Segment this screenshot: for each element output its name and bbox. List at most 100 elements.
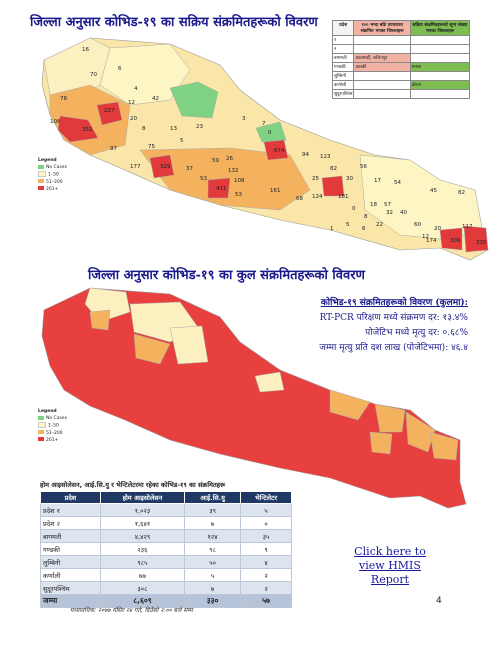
district-case-label: 329 (160, 164, 171, 170)
district-case-label: 177 (130, 164, 141, 170)
district-case-label: 16 (82, 47, 89, 53)
district-case-label: 18 (370, 202, 377, 208)
district-case-label: 13 (170, 126, 177, 132)
zero-cell (409, 44, 471, 54)
district-case-label: 78 (60, 96, 67, 102)
district-case-label: 54 (394, 180, 401, 186)
district-orange-2 (89, 309, 111, 331)
col-home-isolation: होम आइसोलेसन (99, 491, 186, 504)
over100-cell (353, 44, 411, 54)
total-row: जम्मा ८,६०९ ३३० ५७ (40, 594, 292, 608)
total-cases-map (41, 287, 467, 509)
province-cell: कर्णाली (331, 80, 355, 90)
district-case-label: 8 (142, 126, 146, 132)
zero-cell (409, 35, 471, 45)
legend-item: 51–200 (46, 430, 63, 436)
district-case-label: 181 (338, 194, 349, 200)
district-case-label: 30 (346, 176, 353, 182)
district-case-label: 161 (270, 188, 281, 194)
district-case-label: 75 (148, 144, 155, 150)
isolation-note: मध्यावधिक: २०७७ मंसिर २४ गते, दिउँसो २:०… (70, 607, 193, 614)
district-case-label: 94 (302, 152, 309, 158)
district-case-label: 5 (180, 138, 184, 144)
province-cell: गण्डकी (331, 62, 355, 72)
province-cell: सुदूरपश्चिम (331, 89, 355, 99)
district-case-label: 53 (235, 192, 242, 198)
over100-cell: काठमाडौं, ललितपुर (353, 53, 411, 63)
table-row: बागमती ४,४२९ १२४ ३५ (40, 529, 292, 543)
district-red-411 (207, 177, 231, 199)
district-case-label: 117 (462, 224, 473, 230)
district-case-label: 40 (400, 210, 407, 216)
district-case-label: 53 (200, 176, 207, 182)
district-case-label: 57 (384, 202, 391, 208)
map1-title: जिल्ला अनुसार कोभिड-१९ का सक्रिय संक्रमि… (30, 15, 318, 30)
district-orange-5 (405, 411, 436, 453)
district-case-label: 23 (196, 124, 203, 130)
district-red-674 (263, 139, 289, 161)
district-case-label: 82 (330, 166, 337, 172)
stats-line: पोजेटिभ मध्ये मृत्यु दर: ०.६८% (365, 328, 468, 338)
legend-title: Legend (38, 158, 57, 163)
district-case-label: 108 (50, 119, 61, 125)
district-case-label: 70 (90, 72, 97, 78)
district-orange-4 (374, 403, 406, 433)
over100-cell (353, 80, 411, 90)
hmis-report-link[interactable]: Click here to view HMIS Report (354, 545, 426, 586)
stats-heading: कोभिड-१९ संक्रमितहरूको विवरण (कुलमा): (320, 298, 468, 308)
district-case-label: 20 (434, 226, 441, 232)
col-province: प्रदेश (40, 491, 101, 504)
province-cell: १ (331, 35, 355, 45)
district-case-label: 4 (134, 86, 138, 92)
legend-item: 1–50 (48, 172, 59, 178)
district-case-label: 411 (216, 186, 227, 192)
district-case-label: 8 (364, 214, 368, 220)
district-case-label: 351 (82, 127, 93, 133)
district-manang-green (255, 121, 287, 143)
col-ventilator: भेन्टिलेटर (240, 491, 292, 504)
district-orange-1 (133, 333, 171, 365)
district-red-335 (463, 225, 489, 253)
over100-cell (353, 89, 411, 99)
over100-cell (353, 35, 411, 45)
district-case-label: 123 (320, 154, 331, 160)
province-cell: बागमती (331, 53, 355, 63)
map1-legend: Legend No Cases 1–50 51–200 201+ (38, 157, 67, 193)
legend-item: No Cases (46, 416, 67, 421)
zero-cell: डोल्पा (409, 80, 471, 90)
district-case-label: 97 (110, 146, 117, 152)
zero-cell (409, 71, 471, 81)
page-number: 4 (436, 596, 442, 606)
district-orange-6 (429, 431, 459, 461)
isolation-table-caption: होम आइसोलेसन, आई.सि.यु र भेन्टिलेटरमा रह… (40, 481, 226, 489)
legend-item: No Cases (46, 165, 67, 170)
table-row: सुदूरपश्चिम ३०८ ७ २ (40, 581, 292, 595)
zero-cell: मनाङ (409, 62, 471, 72)
district-case-label: 309 (450, 238, 461, 244)
district-case-label: 335 (476, 240, 487, 246)
district-case-label: 5 (346, 222, 350, 228)
over100-cell: कास्की (353, 62, 411, 72)
col-icu: आई.सि.यु (184, 491, 242, 504)
district-case-label: 108 (234, 178, 245, 184)
zero-cell (409, 53, 471, 63)
district-case-label: 12 (422, 234, 429, 240)
district-case-label: 12 (128, 100, 135, 106)
stats-line: जम्मा मृत्यु प्रति दश लाख (पोजेटिभमा): ४… (319, 343, 468, 353)
district-case-label: 124 (312, 194, 323, 200)
district-dolpa-green (169, 81, 219, 119)
legend-item: 201+ (46, 186, 59, 192)
over100-cell (353, 71, 411, 81)
table-row: गण्डकी २३६ ९८ ९ (40, 542, 292, 556)
district-case-label: 20 (130, 116, 137, 122)
district-case-label: 0 (352, 206, 356, 212)
legend-title: Legend (38, 409, 57, 414)
district-case-label: 0 (268, 130, 272, 136)
covid-stats-block: कोभिड-१९ संक्रमितहरूको विवरण (कुलमा): RT… (268, 296, 468, 356)
district-case-label: 82 (458, 190, 465, 196)
district-case-label: 59 (212, 158, 219, 164)
district-red-ktm (321, 175, 345, 197)
district-case-label: 6 (362, 226, 366, 232)
province-cell: २ (331, 44, 355, 54)
